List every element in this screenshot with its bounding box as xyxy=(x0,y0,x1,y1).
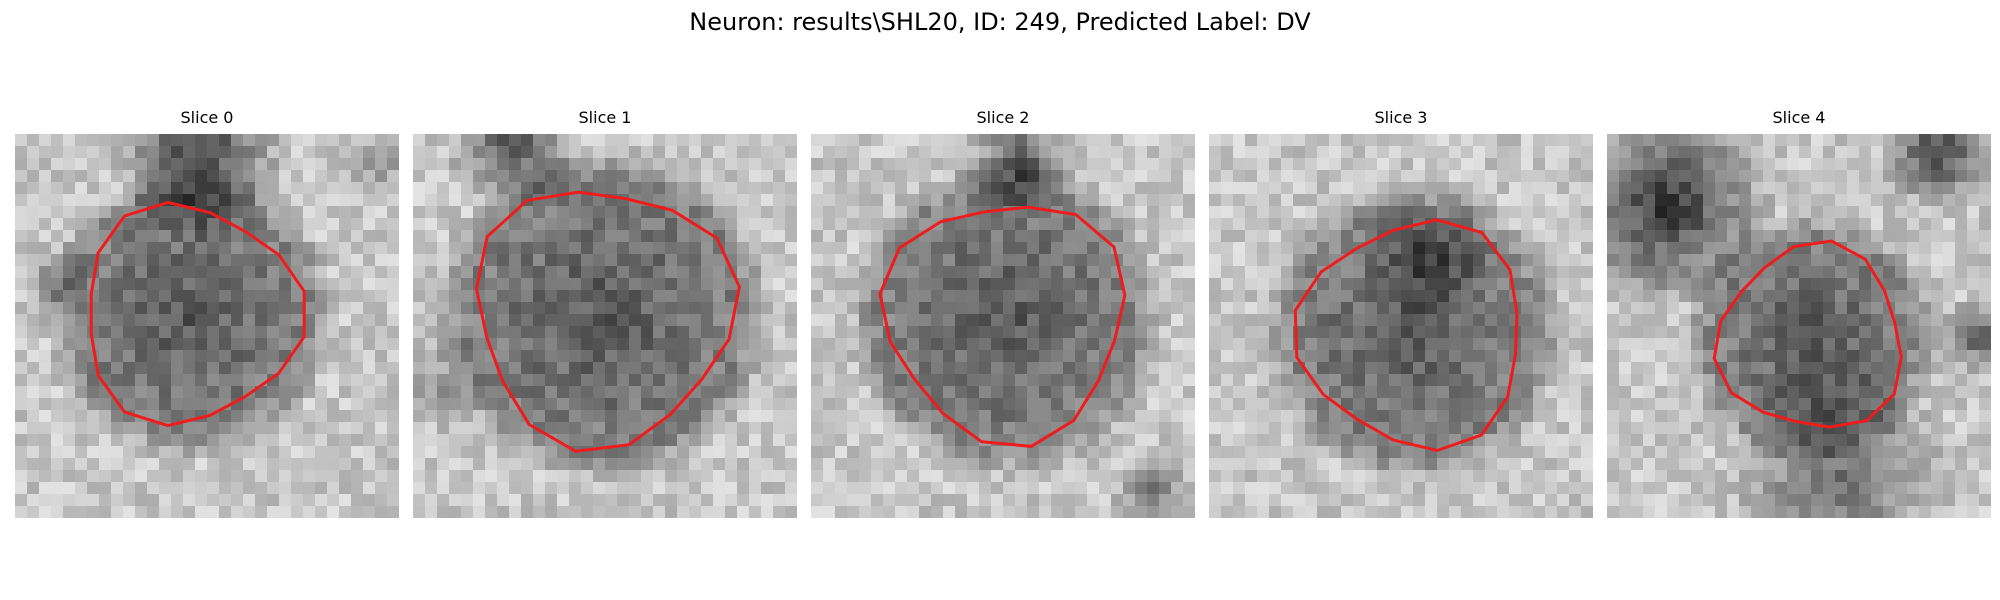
slice-image-3 xyxy=(1209,134,1593,518)
slice-panel-4: Slice 4 xyxy=(1607,108,1991,520)
pixel-grid xyxy=(811,134,1195,518)
slice-image-1 xyxy=(413,134,797,518)
pixel-grid xyxy=(1209,134,1593,518)
slice-image-0 xyxy=(15,134,399,518)
slice-title-4: Slice 4 xyxy=(1772,108,1826,127)
roi-contour xyxy=(878,205,1127,448)
slice-panel-3: Slice 3 xyxy=(1209,108,1593,520)
slice-panel-2: Slice 2 xyxy=(811,108,1195,520)
slice-title-0: Slice 0 xyxy=(180,108,234,127)
slice-image-2 xyxy=(811,134,1195,518)
roi-contour xyxy=(1712,239,1903,429)
slice-title-1: Slice 1 xyxy=(578,108,632,127)
roi-contour xyxy=(474,190,741,453)
figure-title: Neuron: results\SHL20, ID: 249, Predicte… xyxy=(689,8,1311,36)
pixel-grid xyxy=(413,134,797,518)
roi-contour xyxy=(89,200,306,428)
slice-panel-1: Slice 1 xyxy=(413,108,797,520)
slice-panel-0: Slice 0 xyxy=(15,108,399,520)
roi-contour xyxy=(1293,218,1519,453)
slice-title-3: Slice 3 xyxy=(1374,108,1428,127)
slice-image-4 xyxy=(1607,134,1991,518)
pixel-grid xyxy=(15,134,399,518)
pixel-grid xyxy=(1607,134,1991,518)
slice-title-2: Slice 2 xyxy=(976,108,1030,127)
